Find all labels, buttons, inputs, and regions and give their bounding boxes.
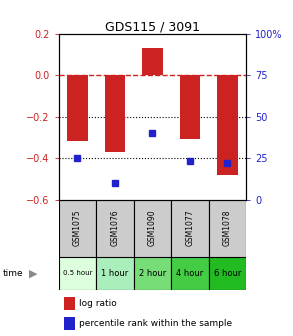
Text: 1 hour: 1 hour: [101, 269, 129, 278]
Text: 2 hour: 2 hour: [139, 269, 166, 278]
Text: GSM1077: GSM1077: [185, 210, 194, 246]
Text: ▶: ▶: [29, 268, 38, 279]
Bar: [171, 257, 209, 290]
Bar: [105, 75, 125, 152]
Bar: [171, 200, 209, 257]
Bar: [96, 257, 134, 290]
Bar: [134, 200, 171, 257]
Bar: [96, 200, 134, 257]
Text: log ratio: log ratio: [79, 299, 117, 308]
Bar: [180, 75, 200, 139]
Text: GSM1078: GSM1078: [223, 210, 232, 246]
Bar: [134, 257, 171, 290]
Bar: [59, 200, 96, 257]
Bar: [217, 75, 238, 175]
Text: 6 hour: 6 hour: [214, 269, 241, 278]
Title: GDS115 / 3091: GDS115 / 3091: [105, 20, 200, 34]
Text: GSM1090: GSM1090: [148, 210, 157, 246]
Bar: [209, 257, 246, 290]
Text: GSM1075: GSM1075: [73, 210, 82, 246]
Bar: [64, 317, 74, 330]
Bar: [67, 75, 88, 141]
Text: GSM1076: GSM1076: [110, 210, 119, 246]
Text: 0.5 hour: 0.5 hour: [63, 270, 92, 277]
Text: percentile rank within the sample: percentile rank within the sample: [79, 319, 232, 328]
Bar: [209, 200, 246, 257]
Bar: [142, 48, 163, 75]
Bar: [64, 297, 74, 310]
Text: 4 hour: 4 hour: [176, 269, 204, 278]
Bar: [59, 257, 96, 290]
Text: time: time: [3, 269, 23, 278]
